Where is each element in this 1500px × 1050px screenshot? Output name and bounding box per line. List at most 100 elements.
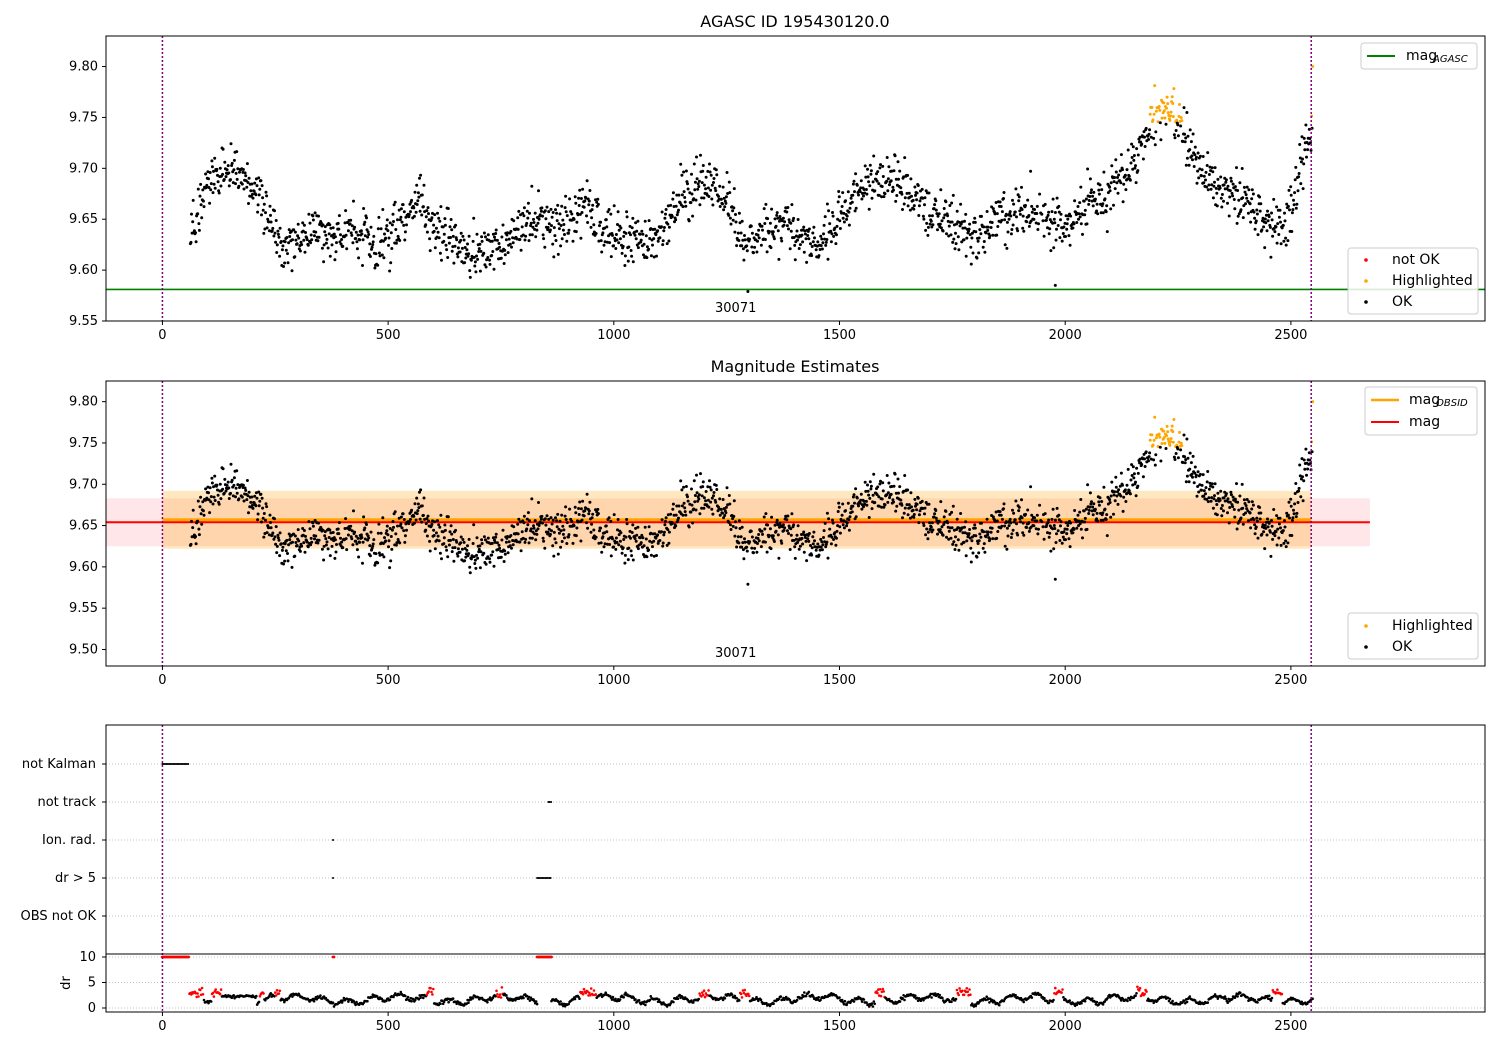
ok-point: [352, 509, 355, 513]
ok-point: [1190, 472, 1194, 476]
ok-point: [266, 217, 270, 221]
ok-point: [1281, 529, 1285, 533]
ok-point: [615, 540, 619, 544]
dr-ok-point: [772, 1002, 775, 1006]
ok-point: [332, 232, 336, 236]
ok-point: [1238, 494, 1242, 498]
ok-point: [537, 524, 541, 527]
ok-point: [1195, 181, 1199, 185]
dr-ok-point: [676, 997, 680, 1000]
ok-point: [905, 503, 909, 507]
ok-point: [728, 191, 732, 195]
dr-ok-point: [852, 1000, 856, 1003]
ok-point: [1268, 530, 1272, 534]
ok-point: [587, 199, 591, 203]
ok-point: [475, 232, 479, 236]
ok-point: [990, 221, 994, 224]
ok-point: [1292, 512, 1296, 516]
ok-point: [1024, 204, 1027, 207]
highlighted-point: [1175, 118, 1179, 122]
ok-point: [548, 532, 552, 536]
ok-point: [524, 234, 528, 238]
ok-point: [736, 535, 740, 539]
ok-point: [981, 245, 985, 249]
ok-point: [702, 183, 706, 187]
ok-point: [190, 212, 193, 216]
ok-point: [916, 184, 920, 187]
ok-point: [1238, 181, 1242, 185]
highlighted-point: [1150, 433, 1154, 437]
ok-point: [875, 493, 879, 497]
ok-point: [1076, 513, 1080, 517]
ok-point: [937, 212, 941, 216]
ok-point: [695, 155, 698, 159]
ok-point: [519, 549, 523, 553]
ok-point: [1291, 208, 1295, 212]
ok-point: [234, 495, 237, 499]
ok-point: [690, 172, 693, 176]
ok-point: [640, 229, 644, 233]
ok-point: [883, 503, 887, 507]
ok-point: [701, 485, 705, 489]
ok-point: [1064, 538, 1067, 542]
ok-point: [679, 479, 683, 483]
ok-point: [552, 255, 556, 259]
ok-point: [742, 258, 746, 262]
ok-point: [833, 531, 837, 535]
ok-point: [506, 251, 510, 255]
dr-ok-point: [447, 1000, 450, 1004]
ok-point: [950, 220, 954, 224]
ok-point: [271, 226, 275, 230]
ok-point: [320, 246, 324, 250]
ok-point: [1004, 520, 1008, 524]
ok-point: [360, 232, 364, 236]
ok-point: [1072, 222, 1076, 226]
ok-point: [601, 231, 605, 235]
ok-point: [1053, 211, 1057, 214]
ok-point: [1191, 475, 1194, 479]
ok-point: [1136, 153, 1140, 157]
ok-point: [816, 542, 820, 546]
ok-point: [1113, 187, 1117, 191]
ok-point: [614, 247, 618, 250]
ok-point: [807, 237, 811, 241]
ok-point: [1236, 500, 1240, 504]
ok-point: [666, 528, 670, 532]
ok-point: [994, 510, 998, 514]
ok-point: [775, 211, 779, 215]
ok-point: [604, 218, 608, 222]
ok-point: [862, 499, 866, 503]
ok-point: [1256, 233, 1260, 237]
ok-point: [1115, 181, 1119, 185]
ok-point: [909, 177, 913, 181]
ok-point: [539, 209, 543, 213]
ok-point: [1045, 216, 1049, 220]
ok-point: [1204, 486, 1208, 490]
ok-point: [642, 253, 645, 257]
ok-point: [309, 536, 313, 540]
ok-point: [729, 528, 733, 531]
ok-point: [1009, 214, 1013, 218]
ok-point: [1306, 467, 1310, 471]
ok-point: [371, 243, 375, 247]
ok-point: [224, 489, 228, 493]
ok-point: [847, 223, 851, 227]
ok-point: [1114, 485, 1118, 489]
ok-point: [636, 219, 640, 223]
ok-point: [771, 230, 775, 234]
ok-point: [635, 533, 639, 537]
ok-point: [1078, 522, 1082, 526]
ok-point: [1069, 521, 1073, 525]
ok-point: [995, 519, 999, 523]
ok-point: [415, 183, 419, 187]
ok-point: [649, 227, 653, 231]
ok-point: [525, 221, 529, 225]
ok-point: [206, 485, 210, 489]
ok-point: [887, 481, 891, 485]
ok-point: [403, 534, 407, 538]
ok-point: [692, 507, 696, 511]
ok-point: [568, 197, 572, 201]
ok-point: [217, 189, 221, 193]
ok-point: [1034, 527, 1038, 531]
ok-point: [696, 499, 700, 503]
